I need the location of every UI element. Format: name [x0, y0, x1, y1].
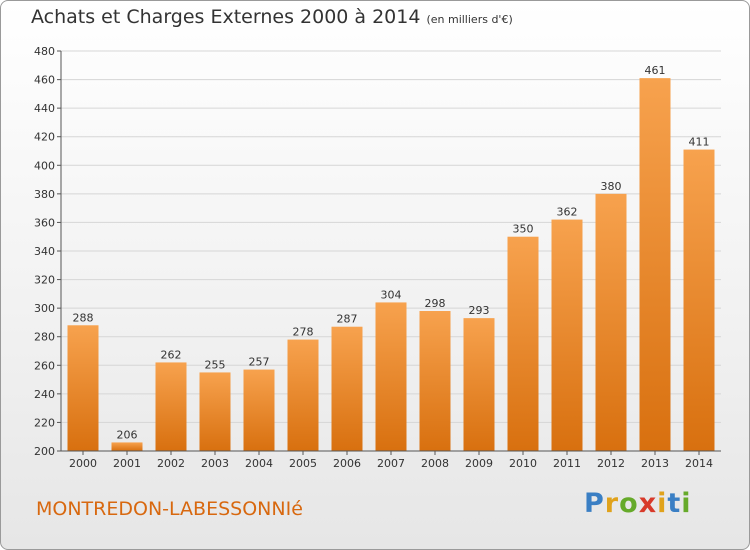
bar-value-label: 293	[469, 304, 490, 317]
bar-value-label: 461	[645, 64, 666, 77]
x-tick-label: 2014	[685, 457, 713, 470]
y-tick-label: 300	[34, 302, 55, 315]
x-tick-label: 2006	[333, 457, 361, 470]
logo-letter: P	[584, 488, 605, 519]
y-tick-label: 260	[34, 359, 55, 372]
bar-2007	[375, 302, 407, 451]
y-tick-label: 340	[34, 245, 55, 258]
logo-letter: t	[667, 488, 682, 519]
y-tick-label: 280	[34, 331, 55, 344]
bars: 288 206 262 255 257 278 287 304 298 293 350 362 380 4…	[67, 64, 715, 452]
bar-2010	[507, 236, 539, 451]
y-tick-label: 320	[34, 274, 55, 287]
chart-title: Achats et Charges Externes 2000 à 2014 (e…	[31, 6, 513, 28]
y-tick-label: 360	[34, 216, 55, 229]
y-tick-label: 240	[34, 388, 55, 401]
x-tick-label: 2004	[245, 457, 273, 470]
bar-2009	[463, 318, 495, 451]
bar-value-label: 288	[73, 311, 94, 324]
y-tick-label: 460	[34, 74, 55, 87]
x-tick-label: 2003	[201, 457, 229, 470]
town-name: MONTREDON-LABESSONNIé	[36, 498, 303, 520]
bar-value-label: 411	[689, 136, 710, 149]
logo-letter: o	[619, 488, 639, 519]
logo-letter: x	[638, 488, 658, 519]
bar-value-label: 278	[293, 326, 314, 339]
chart-title-text: Achats et Charges Externes 2000 à 2014	[31, 6, 421, 28]
bar-2000	[67, 325, 99, 451]
bar-2002	[155, 362, 187, 451]
y-tick-label: 380	[34, 188, 55, 201]
y-tick-label: 440	[34, 102, 55, 115]
bar-2011	[551, 219, 583, 451]
bar-value-label: 304	[381, 288, 402, 301]
x-tick-label: 2012	[597, 457, 625, 470]
bar-2014	[683, 149, 715, 452]
y-tick-label: 420	[34, 131, 55, 144]
bar-value-label: 380	[601, 180, 622, 193]
x-tick-label: 2002	[157, 457, 185, 470]
bar-2008	[419, 311, 451, 451]
x-tick-label: 2000	[69, 457, 97, 470]
x-tick-label: 2010	[509, 457, 537, 470]
y-tick-label: 220	[34, 416, 55, 429]
x-tick-label: 2009	[465, 457, 493, 470]
axes: 200 220 240 260 280 300 320 340 360 380 400 420 440 4…	[34, 45, 721, 470]
logo-letter: i	[681, 488, 692, 519]
x-tick-label: 2008	[421, 457, 449, 470]
bar-value-label: 350	[513, 223, 534, 236]
y-tick-label: 200	[34, 445, 55, 458]
x-tick-label: 2001	[113, 457, 141, 470]
bar-2005	[287, 339, 319, 451]
logo-letter: i	[657, 488, 668, 519]
bar-value-label: 287	[337, 313, 358, 326]
bar-value-label: 262	[161, 348, 182, 361]
x-tick-label: 2011	[553, 457, 581, 470]
logo-letter: r	[604, 488, 620, 519]
bar-2012	[595, 193, 627, 451]
bar-2001	[111, 442, 143, 451]
x-tick-label: 2005	[289, 457, 317, 470]
bar-2006	[331, 326, 363, 451]
bar-2004	[243, 369, 275, 451]
bar-2003	[199, 372, 231, 451]
bar-value-label: 362	[557, 206, 578, 219]
bar-value-label: 206	[117, 428, 138, 441]
bar-2013	[639, 78, 671, 452]
y-tick-label: 480	[34, 45, 55, 58]
proxiti-logo[interactable]: Proxiti	[584, 488, 692, 519]
bar-value-label: 257	[249, 356, 270, 369]
chart-subtitle: (en milliers d'€)	[426, 13, 513, 26]
x-tick-label: 2013	[641, 457, 669, 470]
y-tick-label: 400	[34, 159, 55, 172]
bar-value-label: 255	[205, 358, 226, 371]
bar-value-label: 298	[425, 297, 446, 310]
x-tick-label: 2007	[377, 457, 405, 470]
